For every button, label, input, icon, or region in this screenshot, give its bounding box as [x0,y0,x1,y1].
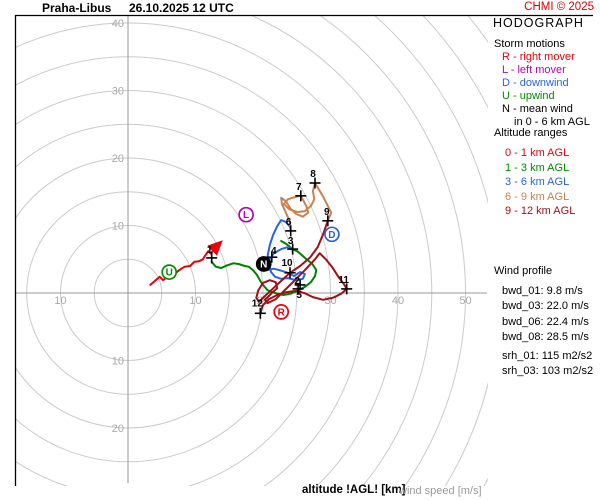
legend-item: srh_03: 103 m2/s2 [502,365,594,378]
legend-item: srh_01: 115 m2/s2 [502,350,593,362]
storm-relative-helicity-list: srh_01: 115 m2/s2 srh_03: 103 m2/s2 [502,349,593,380]
wind-profile-header: Wind profile [494,265,553,277]
svg-text:9: 9 [324,207,330,218]
grid-tick-label: 20 [112,153,124,165]
grid-tick-label: 40 [112,18,124,30]
legend-item: 9 - 12 km AGL [505,205,576,218]
copyright-label: CHMI © 2025 [524,1,594,13]
grid-ring [467,16,488,44]
grid-ring [422,16,488,486]
trace-9-12-km-agl [255,219,348,315]
grid-tick-label: 50 [459,295,471,307]
grid-ring [16,56,365,486]
legend-item: N - mean wind [502,103,573,115]
panel-title: HODOGRAPH [493,16,584,30]
legend-item: bwd_08: 28.5 m/s [502,331,589,344]
legend-item: bwd_03: 22.0 m/s [502,300,589,313]
altitude-marker-8: 8 [309,169,321,189]
altitude-marker-9: 9 [322,207,334,227]
grid-ring [374,16,488,486]
svg-text:10: 10 [281,258,293,269]
legend-item: D - downwind [502,77,569,89]
legend-item: bwd_06: 22.4 m/s [502,315,589,328]
svg-text:2: 2 [294,276,300,287]
altitude-axis-caption: altitude !AGL! [km] [302,484,406,496]
storm-marker-U: U [161,264,178,280]
svg-text:4: 4 [271,246,277,257]
grid-tick-label: 10 [112,221,124,233]
altitude-marker-11: 11 [338,275,353,295]
storm-marker-N: N [255,256,272,272]
legend-item: 1 - 3 km AGL [505,161,570,174]
grid-tick-label: 40 [392,295,404,307]
svg-text:U: U [166,268,173,279]
svg-text:3: 3 [288,236,294,247]
svg-text:1: 1 [207,245,213,256]
legend-item: 3 - 6 km AGL [505,176,570,189]
observation-datetime: 26.10.2025 12 UTC [129,1,234,15]
storm-marker-R: R [273,304,290,320]
svg-text:7: 7 [296,182,302,193]
grid-tick-label: 20 [112,423,124,435]
altitude-marker-1: 1 [206,245,218,264]
altitude-marker-12: 12 [252,298,266,319]
grid-tick-label: 10 [189,295,201,307]
svg-text:8: 8 [310,169,316,180]
svg-text:12: 12 [252,298,264,309]
bulk-wind-difference-list: bwd_01: 9.8 m/s bwd_03: 22.0 m/s bwd_06: 2… [502,284,589,346]
legend-item: bwd_01: 9.8 m/s [502,285,583,297]
altitude-marker-7: 7 [295,182,307,202]
svg-text:6: 6 [286,217,292,228]
storm-marker-L: L [238,206,254,223]
legend-item: 6 - 9 km AGL [505,190,570,203]
altitude-marker-3: 3 [287,236,299,255]
plot-area: 10 20 30 40 5010102030401020123456789101112R… [16,16,488,486]
altitude-marker-10: 10 [281,258,296,279]
legend-item: L - left mover [502,64,566,76]
grid-tick-label: 10 [54,295,66,307]
svg-text:R: R [278,307,286,318]
storm-motions-list: R - right mover L - left mover D - downwin… [502,51,575,116]
svg-text:N: N [260,260,267,271]
legend-item: R - right mover [502,51,575,63]
altitude-marker-6: 6 [285,217,297,237]
station-name: Praha-Libus [42,1,112,15]
legend-item: 0 - 1 km AGL [505,147,570,159]
svg-text:11: 11 [338,275,349,286]
storm-motions-note: in 0 - 6 km AGL [514,116,590,128]
svg-text:D: D [328,230,335,241]
altitude-ranges-list: 0 - 1 km AGL 1 - 3 km AGL 3 - 6 km AGL 6 - … [505,146,575,219]
altitude-ranges-header: Altitude ranges [494,127,568,139]
altitude-marker-5: 5 [294,279,306,301]
altitude-marker-4: 4 [266,246,278,263]
svg-text:L: L [243,210,249,221]
grid-ring [251,16,433,486]
legend-item: U - upwind [502,90,555,102]
svg-text:5: 5 [296,290,302,301]
storm-motions-header: Storm motions [494,38,565,50]
trace-6-9-km-agl [280,182,333,232]
grid-tick-label: 30 [112,86,124,98]
trace-0-1-km-agl [149,240,223,286]
storm-marker-D: D [324,226,340,243]
wind-speed-axis-caption: wind speed [m/s] [399,485,482,497]
grid-tick-label: 10 [112,356,124,368]
